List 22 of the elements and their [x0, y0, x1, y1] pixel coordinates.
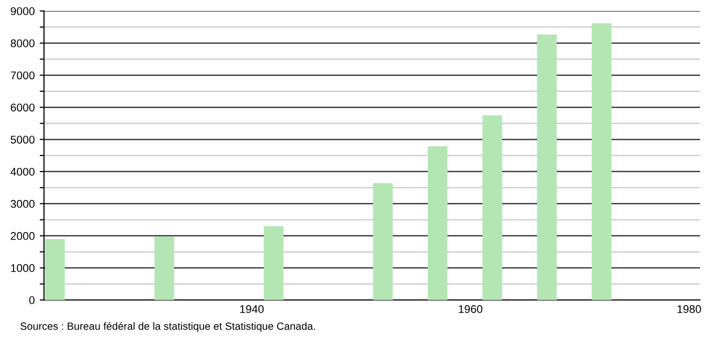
- y-tick-label: 3000: [10, 200, 35, 208]
- y-tick-label: 5000: [10, 136, 35, 144]
- y-tick-label: 2000: [10, 232, 35, 240]
- bar: [537, 34, 557, 300]
- x-tick-label: 1940: [240, 305, 264, 314]
- y-tick-label: 8000: [10, 39, 35, 48]
- source-note: Sources : Bureau fédéral de la statistique et Statistique Canada.: [20, 322, 315, 332]
- x-tick-label: 1980: [678, 305, 701, 314]
- bar: [592, 23, 612, 300]
- bar: [45, 238, 65, 300]
- y-tick-label: 4000: [10, 168, 35, 176]
- bar: [264, 226, 284, 300]
- bar: [373, 183, 393, 300]
- y-tick-label: 7000: [10, 71, 35, 80]
- bar: [428, 146, 448, 300]
- y-tick-label: 6000: [10, 104, 35, 112]
- y-tick-label: 1000: [11, 264, 35, 272]
- bar: [482, 115, 502, 300]
- y-tick-label: 9000: [10, 7, 35, 16]
- bar: [154, 236, 174, 300]
- x-tick-label: 1960: [458, 305, 482, 314]
- y-tick-label: 0: [29, 296, 35, 304]
